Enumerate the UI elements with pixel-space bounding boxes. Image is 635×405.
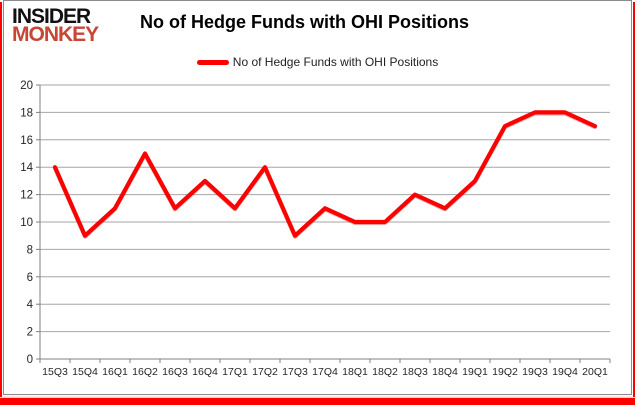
y-tick-label: 10: [20, 217, 33, 229]
logo-line-insider: INSIDER: [12, 5, 91, 28]
line-chart-plot-area: 0 2 4 6 8 10 12 14 16 18 20 15Q3 15Q4 16Q1 16Q2 16Q3 16Q…: [20, 80, 611, 378]
x-tick-label: 17Q3: [282, 366, 308, 378]
x-tick-label: 17Q2: [252, 366, 278, 378]
x-tick-label: 15Q4: [72, 366, 98, 378]
insider-monkey-logo: INSIDER MONKEY: [12, 5, 99, 46]
x-tick-label: 18Q2: [372, 366, 398, 378]
x-tick-label: 19Q1: [462, 366, 488, 378]
x-tick-label: 17Q1: [222, 366, 248, 378]
x-tick-label: 17Q4: [312, 366, 338, 378]
x-tick-label: 16Q3: [162, 366, 188, 378]
legend-label: No of Hedge Funds with OHI Positions: [232, 55, 439, 69]
bottom-red-bar: [0, 398, 635, 405]
y-tick-label: 6: [27, 272, 33, 284]
y-tick-label: 2: [27, 327, 33, 339]
x-tick-label: 19Q4: [552, 366, 578, 378]
chart-title: No of Hedge Funds with OHI Positions: [140, 12, 469, 32]
x-tick-label: 16Q1: [102, 366, 128, 378]
y-tick-label: 20: [20, 80, 33, 92]
series-line: [52, 110, 598, 238]
x-tick-label: 16Q4: [192, 366, 218, 378]
y-tick-label: 8: [27, 244, 33, 256]
legend-line-swatch: [196, 59, 229, 65]
logo-line-monkey: MONKEY: [12, 23, 99, 46]
y-tick-label: 16: [20, 135, 33, 147]
x-tick-label: 15Q3: [42, 366, 68, 378]
x-tick-label: 20Q1: [582, 366, 608, 378]
right-red-border: [633, 2, 635, 397]
y-tick-label: 12: [20, 190, 33, 202]
y-tick-label: 18: [20, 107, 33, 119]
x-tick-label: 19Q2: [492, 366, 518, 378]
x-tick-label: 18Q3: [402, 366, 428, 378]
x-tick-label: 18Q4: [432, 366, 458, 378]
chart-box: INSIDER MONKEY No of Hedge Funds with OH…: [3, 0, 632, 395]
x-tick-label: 19Q3: [522, 366, 548, 378]
legend: No of Hedge Funds with OHI Positions: [4, 55, 631, 69]
x-tick-label: 16Q2: [132, 366, 158, 378]
y-tick-label: 14: [20, 162, 33, 174]
y-tick-label: 0: [27, 354, 33, 366]
x-tick-label: 18Q1: [342, 366, 368, 378]
left-red-border: [0, 2, 2, 397]
y-tick-label: 4: [27, 299, 34, 311]
